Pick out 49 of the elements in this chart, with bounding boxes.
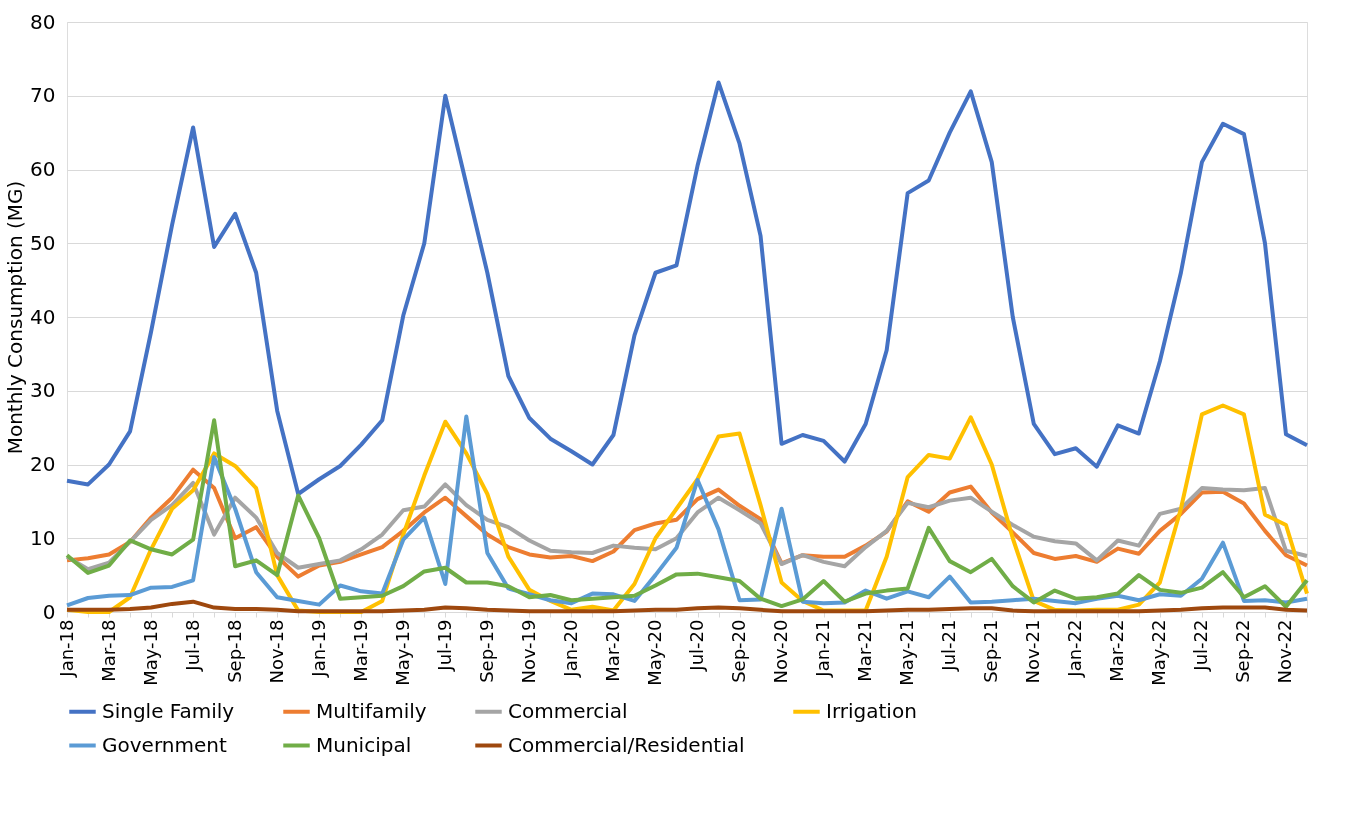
- x-tick-label: Nov-22: [1274, 619, 1296, 684]
- y-tick-label: 20: [30, 452, 56, 476]
- legend-label: Irrigation: [826, 698, 917, 723]
- x-tick-label: Jul-18: [181, 619, 203, 672]
- x-tick-label: Jul-22: [1190, 619, 1212, 672]
- x-tick-label: Sep-19: [475, 619, 497, 683]
- y-tick-label: 70: [30, 83, 56, 108]
- x-tick-label: May-21: [896, 619, 918, 686]
- x-tick-label: May-22: [1148, 619, 1170, 686]
- y-tick-label: 80: [30, 9, 56, 34]
- x-tick-label: Mar-22: [1106, 619, 1128, 682]
- line-series: [65, 80, 1309, 496]
- x-tick-label: May-18: [139, 619, 161, 686]
- legend-label: Commercial: [508, 698, 628, 723]
- y-tick-label: 30: [30, 378, 56, 403]
- line-series: [65, 599, 1309, 614]
- x-tick-label: Mar-18: [97, 619, 119, 682]
- legend-label: Municipal: [316, 732, 412, 757]
- x-tick-label: Jan-19: [307, 619, 329, 678]
- x-tick-label: Sep-21: [980, 619, 1002, 683]
- x-tick-label: Nov-21: [1022, 619, 1044, 684]
- x-tick-label: Jan-18: [55, 619, 77, 678]
- x-tick-label: Sep-20: [728, 619, 750, 683]
- legend-label: Commercial/Residential: [508, 732, 745, 757]
- x-tick-label: Jan-21: [812, 619, 834, 678]
- x-tick-label: Mar-20: [601, 619, 623, 682]
- x-tick-label: Sep-18: [223, 619, 245, 683]
- x-tick-label: Jul-19: [433, 619, 455, 672]
- x-tick-label: Sep-22: [1232, 619, 1254, 683]
- x-tick-label: Nov-20: [770, 619, 792, 684]
- y-tick-label: 10: [30, 525, 56, 550]
- x-tick-label: May-19: [391, 619, 413, 686]
- x-tick-label: Jan-20: [559, 619, 581, 678]
- y-tick-label: 40: [30, 304, 56, 329]
- x-tick-label: Mar-19: [349, 619, 371, 682]
- x-tick-label: Jul-21: [938, 619, 960, 672]
- x-tick-label: Nov-18: [265, 619, 287, 684]
- x-tick-label: Nov-19: [517, 619, 539, 684]
- x-tick-label: May-20: [643, 619, 665, 686]
- x-tick-label: Jan-22: [1064, 619, 1086, 678]
- x-tick-label: Mar-21: [854, 619, 876, 682]
- x-tick-label: Jul-20: [686, 619, 708, 672]
- legend-label: Multifamily: [316, 698, 427, 723]
- legend-label: Government: [102, 732, 227, 757]
- y-axis-title: Monthly Consumption (MG): [3, 180, 28, 455]
- y-tick-label: 50: [30, 230, 56, 255]
- legend-label: Single Family: [102, 698, 235, 723]
- y-tick-label: 0: [42, 599, 56, 624]
- y-tick-label: 60: [30, 157, 56, 181]
